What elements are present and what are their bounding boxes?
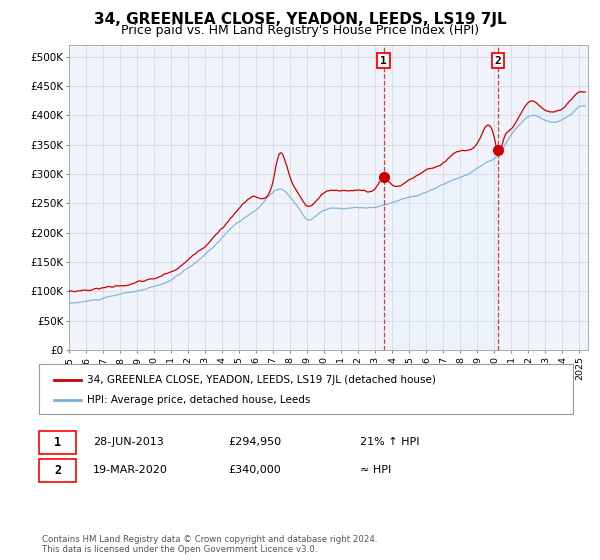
Text: 21% ↑ HPI: 21% ↑ HPI [360,437,419,447]
Text: 1: 1 [54,436,61,449]
Text: £294,950: £294,950 [228,437,281,447]
Text: Contains HM Land Registry data © Crown copyright and database right 2024.
This d: Contains HM Land Registry data © Crown c… [42,535,377,554]
Text: 2: 2 [54,464,61,477]
Text: 2: 2 [495,55,502,66]
Text: Price paid vs. HM Land Registry's House Price Index (HPI): Price paid vs. HM Land Registry's House … [121,24,479,37]
Text: ≈ HPI: ≈ HPI [360,465,391,475]
Text: 19-MAR-2020: 19-MAR-2020 [93,465,168,475]
Text: 28-JUN-2013: 28-JUN-2013 [93,437,164,447]
Text: £340,000: £340,000 [228,465,281,475]
Text: 34, GREENLEA CLOSE, YEADON, LEEDS, LS19 7JL: 34, GREENLEA CLOSE, YEADON, LEEDS, LS19 … [94,12,506,27]
Text: HPI: Average price, detached house, Leeds: HPI: Average price, detached house, Leed… [87,395,310,405]
Text: 1: 1 [380,55,387,66]
Text: 34, GREENLEA CLOSE, YEADON, LEEDS, LS19 7JL (detached house): 34, GREENLEA CLOSE, YEADON, LEEDS, LS19 … [87,375,436,385]
